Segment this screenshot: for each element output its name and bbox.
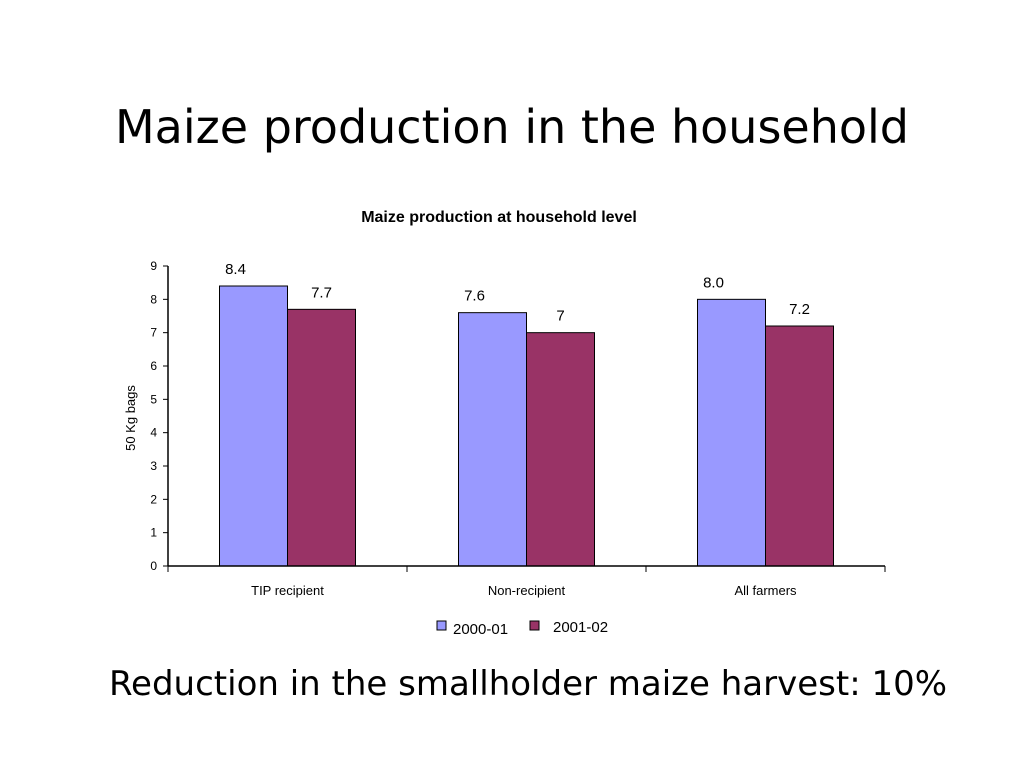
x-category-label: TIP recipient (251, 583, 324, 598)
bar-2001-02-all-farmers (765, 325, 834, 567)
y-tick-label: 4 (150, 426, 157, 440)
y-tick-label: 9 (150, 259, 157, 273)
data-labels: 8.4 7.7 7.6 7 8.0 7.2 (225, 261, 810, 325)
x-axis-categories: TIP recipient Non-recipient All farmers (251, 583, 797, 598)
y-tick-label: 1 (150, 526, 157, 540)
x-category-label: All farmers (734, 583, 797, 598)
slide-title: Maize production in the household (114, 100, 910, 154)
legend-swatch (436, 620, 447, 631)
y-axis-label: 50 Kg bags (123, 385, 138, 451)
legend: 2000-01 2001-02 (436, 619, 608, 638)
legend-label: 2001-02 (553, 619, 608, 636)
y-tick-label: 8 (150, 292, 157, 306)
data-label: 7.7 (311, 284, 332, 301)
y-axis-ticks: 0 1 2 3 4 5 6 7 8 9 (150, 259, 168, 573)
y-tick-label: 6 (150, 359, 157, 373)
y-tick-label: 2 (150, 492, 157, 506)
axes (167, 266, 886, 572)
data-label: 8.0 (703, 274, 724, 291)
y-tick-label: 0 (150, 559, 157, 573)
bars-group (219, 285, 834, 567)
bar-2000-01-tip-recipient (219, 285, 288, 567)
legend-label: 2000-01 (453, 621, 508, 638)
legend-swatch (529, 620, 540, 631)
y-tick-label: 3 (150, 459, 157, 473)
bar-2000-01-non-recipient (458, 312, 527, 567)
y-tick-label: 5 (150, 392, 157, 406)
bar-2001-02-non-recipient (526, 332, 595, 567)
chart-title: Maize production at household level (361, 209, 637, 226)
y-tick-label: 7 (150, 326, 157, 340)
data-label: 8.4 (225, 261, 246, 278)
data-label: 7.2 (789, 301, 810, 318)
slide-footer: Reduction in the smallholder maize harve… (108, 664, 948, 704)
x-category-label: Non-recipient (488, 583, 566, 598)
data-label: 7 (556, 308, 564, 325)
bar-2000-01-all-farmers (697, 298, 766, 567)
data-label: 7.6 (464, 288, 485, 305)
bar-2001-02-tip-recipient (287, 308, 356, 567)
